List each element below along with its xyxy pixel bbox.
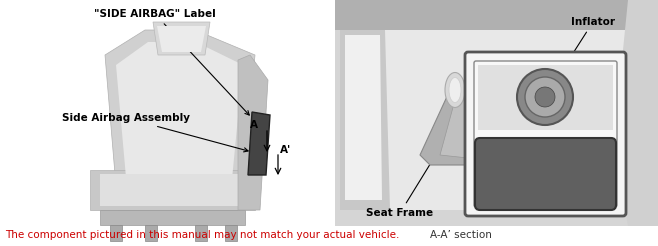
- Text: Airbag Case: Airbag Case: [549, 90, 620, 132]
- Bar: [0, 0, 330, 226]
- Bar: [335, 0, 658, 226]
- Polygon shape: [335, 0, 658, 226]
- Polygon shape: [157, 26, 206, 52]
- Bar: [335, 0, 658, 30]
- Polygon shape: [420, 90, 465, 165]
- Polygon shape: [153, 22, 210, 55]
- Text: Airbag: Airbag: [581, 157, 620, 182]
- Text: Seat Frame: Seat Frame: [367, 143, 443, 218]
- Text: A': A': [280, 145, 291, 155]
- Text: Inflator: Inflator: [547, 17, 615, 94]
- Circle shape: [525, 77, 565, 117]
- Polygon shape: [90, 170, 255, 210]
- Polygon shape: [116, 42, 243, 200]
- Polygon shape: [105, 30, 255, 210]
- Text: The component pictured in this manual may not match your actual vehicle.: The component pictured in this manual ma…: [5, 230, 399, 240]
- Bar: [145, 225, 157, 241]
- Polygon shape: [440, 100, 468, 158]
- Circle shape: [535, 87, 555, 107]
- Polygon shape: [100, 174, 245, 206]
- Bar: [225, 225, 237, 241]
- Polygon shape: [345, 35, 382, 200]
- Text: Side Airbag Assembly: Side Airbag Assembly: [62, 113, 248, 152]
- Polygon shape: [100, 210, 245, 225]
- Text: A-A’ section: A-A’ section: [430, 230, 492, 240]
- Bar: [195, 225, 207, 241]
- Polygon shape: [618, 0, 658, 226]
- Text: "SIDE AIRBAG" Label: "SIDE AIRBAG" Label: [94, 9, 249, 115]
- Bar: [110, 225, 122, 241]
- Polygon shape: [238, 55, 268, 210]
- Polygon shape: [345, 5, 640, 210]
- FancyBboxPatch shape: [475, 138, 616, 210]
- FancyBboxPatch shape: [465, 52, 626, 216]
- Ellipse shape: [445, 73, 465, 108]
- Ellipse shape: [449, 77, 461, 103]
- Circle shape: [517, 69, 573, 125]
- Polygon shape: [340, 30, 390, 210]
- Polygon shape: [248, 112, 270, 175]
- FancyBboxPatch shape: [474, 61, 617, 207]
- Bar: [478, 65, 613, 130]
- Text: A: A: [250, 120, 258, 130]
